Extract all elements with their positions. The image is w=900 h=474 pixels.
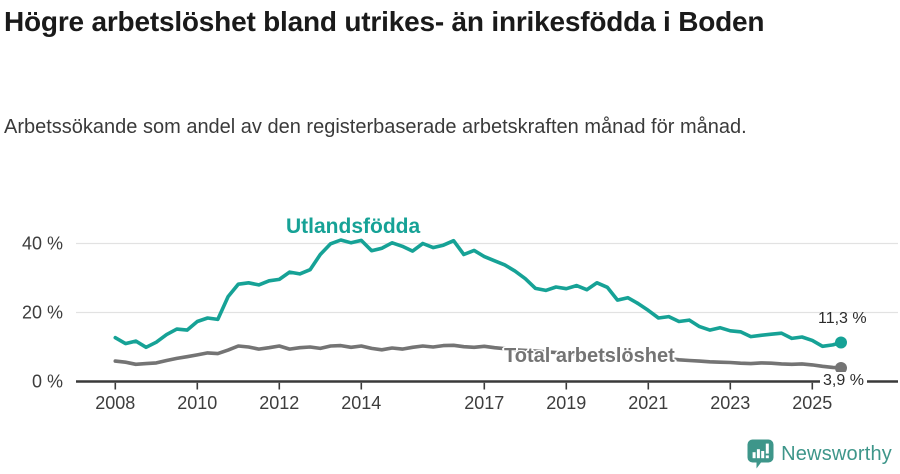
x-axis-tick-label: 2019: [546, 393, 586, 413]
end-value-label-total: 3,9 %: [820, 372, 867, 390]
y-axis-tick-label: 20 %: [22, 303, 63, 323]
x-axis-tick-label: 2010: [177, 393, 217, 413]
x-axis-tick-label: 2017: [464, 393, 504, 413]
x-axis-tick-label: 2012: [259, 393, 299, 413]
y-axis-tick-label: 0 %: [32, 372, 63, 392]
series-end-dot-0: [835, 336, 847, 349]
series-label-total-arbetsloshet: Total arbetslöshet: [504, 345, 675, 367]
brand-name: Newsworthy: [781, 442, 892, 465]
bar-chart-speech-bubble-icon: [747, 439, 774, 469]
series-line-1: [113, 343, 843, 370]
x-axis-tick-label: 2014: [341, 393, 381, 413]
end-value-label-utlandsfodda: 11,3 %: [818, 310, 867, 327]
x-axis-tick-label: 2025: [792, 393, 832, 413]
page-title: Högre arbetslöshet bland utrikes- än inr…: [4, 6, 765, 37]
x-axis-tick-label: 2008: [95, 393, 135, 413]
x-axis-tick-label: 2021: [628, 393, 668, 413]
newsworthy-logo[interactable]: Newsworthy: [747, 439, 892, 469]
x-axis-tick-label: 2023: [710, 393, 750, 413]
series-end-dot-1: [835, 362, 847, 375]
y-axis-tick-label: 40 %: [22, 234, 63, 254]
series-line-0: [113, 238, 843, 350]
page-subtitle: Arbetssökande som andel av den registerb…: [4, 116, 747, 138]
series-label-utlandsfodda: Utlandsfödda: [286, 215, 421, 238]
